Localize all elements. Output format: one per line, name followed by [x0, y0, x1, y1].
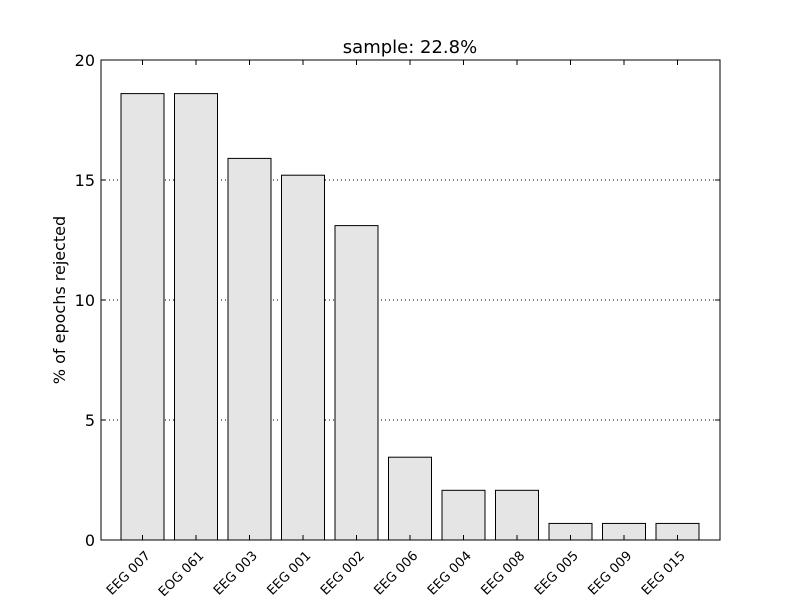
y-tick-label: 5 — [85, 411, 95, 430]
bar — [441, 489, 486, 541]
bar — [227, 157, 272, 541]
x-tick-label: EEG 009 — [585, 549, 635, 599]
y-tick-label: 20 — [75, 51, 95, 70]
y-axis: 0 5 10 15 20 — [75, 51, 720, 550]
bar — [174, 93, 218, 541]
x-tick-label: EEG 002 — [318, 549, 368, 599]
x-tick-label: EEG 006 — [371, 549, 421, 599]
x-tick-label: EEG 007 — [104, 549, 154, 599]
x-tick-label: EEG 004 — [425, 549, 475, 599]
bar — [281, 174, 325, 541]
x-tick-label: EEG 008 — [478, 549, 528, 599]
x-tick-label: EEG 001 — [264, 549, 314, 599]
chart-title: sample: 22.8% — [343, 37, 477, 58]
y-tick-label: 0 — [85, 531, 95, 550]
bar — [334, 225, 379, 541]
y-axis-label: % of epochs rejected — [50, 216, 69, 384]
bar — [120, 93, 165, 541]
y-tick-label: 10 — [75, 291, 95, 310]
x-tick-label: EEG 015 — [639, 549, 689, 599]
x-tick-label: EEG 003 — [211, 549, 261, 599]
bar — [495, 489, 539, 541]
x-tick-label: EEG 005 — [532, 549, 582, 599]
bars — [120, 93, 700, 541]
y-tick-label: 15 — [75, 171, 95, 190]
bar — [388, 456, 432, 541]
x-tick-label: EOG 061 — [156, 549, 207, 600]
